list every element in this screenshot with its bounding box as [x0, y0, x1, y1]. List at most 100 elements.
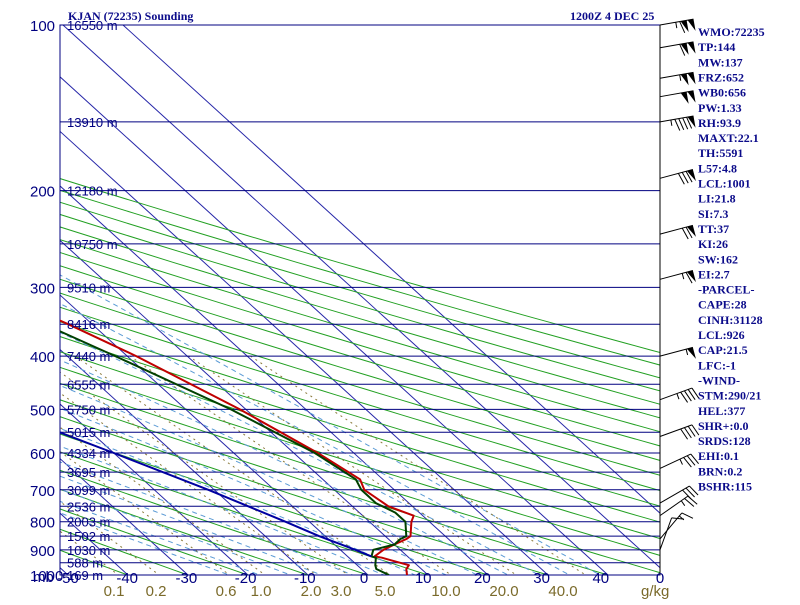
index-label: LFC:-1: [698, 358, 736, 372]
height-label: 7440 m: [67, 349, 110, 364]
barb-shaft: [659, 424, 693, 437]
barb-shaft: [659, 517, 673, 551]
isotherm-line: [60, 185, 489, 575]
height-label: 12180 m: [67, 184, 118, 199]
pressure-tick-label: 700: [30, 483, 55, 500]
mixing-ratio-tick-label: 10.0: [431, 583, 460, 600]
barb-shaft: [659, 495, 689, 517]
moist-adiabat-line: [60, 274, 601, 575]
barb-flag: [687, 225, 696, 237]
barb-flag: [687, 115, 696, 128]
barb-shaft: [659, 90, 694, 98]
pressure-tick-label: 400: [30, 349, 55, 366]
height-label: 3695 m: [67, 465, 110, 480]
index-label: SRDS:128: [698, 434, 751, 448]
dry-adiabat-line: [60, 201, 660, 379]
index-label: WB0:656: [698, 86, 746, 100]
pressure-tick-label: 900: [30, 543, 55, 560]
barb-shaft: [659, 453, 692, 469]
barb-full: [671, 517, 684, 520]
temperature-tick-label: 0: [656, 570, 664, 587]
mixing-ratio-tick-label: 3.0: [331, 583, 352, 600]
barb-half: [681, 273, 685, 280]
index-label: SI:7.3: [698, 207, 728, 221]
index-label: TP:144: [698, 40, 735, 54]
barb-full: [674, 119, 681, 131]
index-label: L57:4.8: [698, 161, 737, 175]
dry-adiabat-line: [60, 382, 660, 574]
mixing-ratio-grid: [60, 355, 587, 575]
index-label: FRZ:652: [698, 70, 744, 84]
barb-flag: [687, 270, 696, 283]
barb-full: [678, 118, 685, 131]
barb-flag: [687, 90, 696, 103]
barb-full: [679, 44, 686, 56]
height-label: 1030 m: [67, 543, 110, 558]
index-label: HEL:377: [698, 404, 745, 418]
wind-barb: [659, 424, 700, 440]
mixing-ratio-line: [60, 371, 350, 575]
index-label: LI:21.8: [698, 192, 736, 206]
pressure-tick-label: 500: [30, 402, 55, 419]
index-label: PW:1.33: [698, 101, 742, 115]
height-label: 4334 m: [67, 446, 110, 461]
moist-adiabat-line: [60, 359, 510, 575]
pressure-tick-label: 1000: [30, 568, 63, 585]
barb-flag: [680, 73, 689, 86]
height-label: 6555 m: [67, 377, 110, 392]
barb-full: [685, 226, 693, 239]
mixing-ratio-tick-label: 40.0: [548, 583, 577, 600]
height-label: 588 m: [67, 556, 103, 571]
barb-flag: [687, 41, 696, 54]
dry-adiabat-line: [60, 178, 660, 354]
barb-flag: [680, 20, 689, 33]
height-label: 3099 m: [67, 483, 110, 498]
isotherm-line: [60, 457, 189, 575]
moist-adiabat-line: [60, 512, 231, 575]
barb-full: [687, 495, 698, 505]
barb-full: [689, 485, 699, 496]
wind-barb: [659, 387, 700, 403]
mixing-ratio-tick-label: 0.2: [146, 583, 167, 600]
barb-shaft: [659, 115, 694, 123]
height-label: 10750 m: [67, 237, 118, 252]
wind-barb: [659, 453, 699, 469]
isotherm-line: [62, 25, 660, 569]
barb-flag: [680, 43, 689, 55]
barb-full: [679, 21, 686, 34]
index-label: STM:290/21: [698, 389, 761, 403]
pressure-tick-label: 800: [30, 515, 55, 532]
index-label: SHR+:0.0: [698, 419, 749, 433]
temperature-line: [60, 319, 415, 575]
temperature-tick-label: -40: [116, 570, 138, 587]
dewpoint-line: [60, 330, 408, 575]
height-label: 9510 m: [67, 280, 110, 295]
mixing-ratio-unit: g/kg: [641, 583, 669, 600]
dry-adiabat-line: [60, 278, 660, 461]
wind-barb: [659, 346, 696, 359]
barb-flag: [687, 72, 696, 85]
index-label: MAXT:22.1: [698, 131, 759, 145]
sounding-series: [60, 319, 415, 575]
barb-half: [676, 393, 680, 400]
parcel-line: [60, 431, 372, 558]
barb-full: [686, 116, 693, 129]
pressure-tick-label: 300: [30, 280, 55, 297]
index-label: CAPE:28: [698, 298, 747, 312]
wind-barb: [659, 90, 696, 104]
temperature-tick-label: -10: [294, 570, 316, 587]
index-label: MW:137: [698, 55, 743, 69]
barb-half: [679, 74, 682, 81]
index-label: CINH:31128: [698, 313, 763, 327]
barb-shaft: [659, 41, 694, 49]
moist-adiabat-line: [60, 302, 571, 575]
temperature-tick-label: 40: [592, 570, 609, 587]
isotherm-line: [60, 294, 369, 575]
temperature-tick-label: 20: [474, 570, 491, 587]
index-label: LCL:926: [698, 328, 745, 342]
height-label: 8416 m: [67, 317, 110, 332]
barb-half: [680, 500, 686, 506]
height-label: 16550 m: [67, 18, 118, 33]
dry-adiabat-line: [60, 416, 550, 575]
